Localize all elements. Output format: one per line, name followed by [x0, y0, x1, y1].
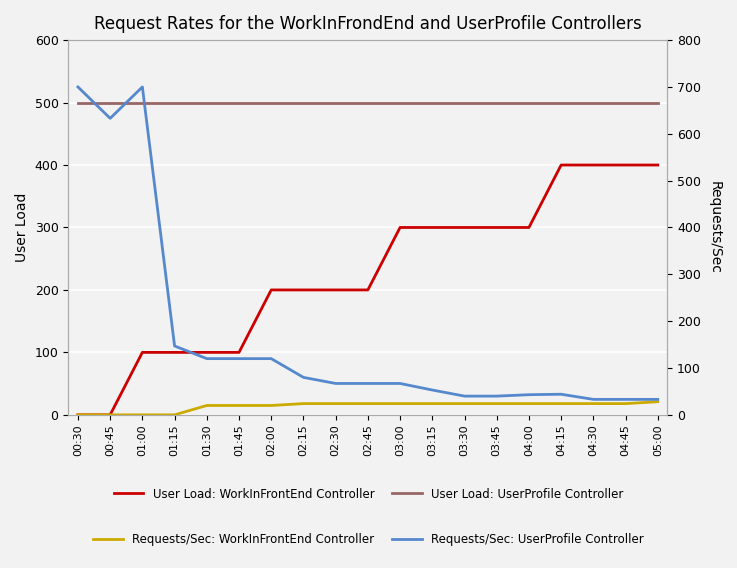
- User Load: UserProfile Controller: (2, 500): UserProfile Controller: (2, 500): [138, 99, 147, 106]
- User Load: WorkInFrontEnd Controller: (16, 400): WorkInFrontEnd Controller: (16, 400): [589, 162, 598, 169]
- User Load: WorkInFrontEnd Controller: (7, 200): WorkInFrontEnd Controller: (7, 200): [299, 286, 308, 293]
- Requests/Sec: WorkInFrontEnd Controller: (18, 28): WorkInFrontEnd Controller: (18, 28): [654, 398, 663, 405]
- Requests/Sec: UserProfile Controller: (4, 120): UserProfile Controller: (4, 120): [203, 355, 212, 362]
- User Load: UserProfile Controller: (9, 500): UserProfile Controller: (9, 500): [363, 99, 372, 106]
- Legend: Requests/Sec: WorkInFrontEnd Controller, Requests/Sec: UserProfile Controller: Requests/Sec: WorkInFrontEnd Controller,…: [88, 528, 649, 551]
- User Load: UserProfile Controller: (13, 500): UserProfile Controller: (13, 500): [492, 99, 501, 106]
- Requests/Sec: UserProfile Controller: (15, 44): UserProfile Controller: (15, 44): [556, 391, 565, 398]
- Requests/Sec: WorkInFrontEnd Controller: (7, 24): WorkInFrontEnd Controller: (7, 24): [299, 400, 308, 407]
- User Load: UserProfile Controller: (15, 500): UserProfile Controller: (15, 500): [556, 99, 565, 106]
- User Load: UserProfile Controller: (17, 500): UserProfile Controller: (17, 500): [621, 99, 630, 106]
- Requests/Sec: UserProfile Controller: (8, 67): UserProfile Controller: (8, 67): [331, 380, 340, 387]
- Requests/Sec: WorkInFrontEnd Controller: (0, 0): WorkInFrontEnd Controller: (0, 0): [74, 411, 83, 418]
- User Load: UserProfile Controller: (1, 500): UserProfile Controller: (1, 500): [105, 99, 114, 106]
- Y-axis label: User Load: User Load: [15, 193, 29, 262]
- Requests/Sec: WorkInFrontEnd Controller: (12, 24): WorkInFrontEnd Controller: (12, 24): [460, 400, 469, 407]
- Y-axis label: Requests/Sec: Requests/Sec: [708, 181, 722, 274]
- Title: Request Rates for the WorkInFrondEnd and UserProfile Controllers: Request Rates for the WorkInFrondEnd and…: [94, 15, 642, 33]
- Requests/Sec: WorkInFrontEnd Controller: (8, 24): WorkInFrontEnd Controller: (8, 24): [331, 400, 340, 407]
- Requests/Sec: WorkInFrontEnd Controller: (6, 20): WorkInFrontEnd Controller: (6, 20): [267, 402, 276, 409]
- Requests/Sec: UserProfile Controller: (6, 120): UserProfile Controller: (6, 120): [267, 355, 276, 362]
- Legend: User Load: WorkInFrontEnd Controller, User Load: UserProfile Controller: User Load: WorkInFrontEnd Controller, Us…: [109, 483, 628, 506]
- Line: Requests/Sec: WorkInFrontEnd Controller: Requests/Sec: WorkInFrontEnd Controller: [78, 402, 658, 415]
- User Load: WorkInFrontEnd Controller: (4, 100): WorkInFrontEnd Controller: (4, 100): [203, 349, 212, 356]
- User Load: WorkInFrontEnd Controller: (1, 0): WorkInFrontEnd Controller: (1, 0): [105, 411, 114, 418]
- User Load: WorkInFrontEnd Controller: (14, 300): WorkInFrontEnd Controller: (14, 300): [525, 224, 534, 231]
- User Load: WorkInFrontEnd Controller: (18, 400): WorkInFrontEnd Controller: (18, 400): [654, 162, 663, 169]
- Requests/Sec: WorkInFrontEnd Controller: (2, 0): WorkInFrontEnd Controller: (2, 0): [138, 411, 147, 418]
- User Load: UserProfile Controller: (5, 500): UserProfile Controller: (5, 500): [234, 99, 243, 106]
- Requests/Sec: UserProfile Controller: (13, 40): UserProfile Controller: (13, 40): [492, 392, 501, 399]
- Requests/Sec: WorkInFrontEnd Controller: (13, 24): WorkInFrontEnd Controller: (13, 24): [492, 400, 501, 407]
- User Load: UserProfile Controller: (16, 500): UserProfile Controller: (16, 500): [589, 99, 598, 106]
- User Load: UserProfile Controller: (3, 500): UserProfile Controller: (3, 500): [170, 99, 179, 106]
- User Load: UserProfile Controller: (0, 500): UserProfile Controller: (0, 500): [74, 99, 83, 106]
- User Load: WorkInFrontEnd Controller: (15, 400): WorkInFrontEnd Controller: (15, 400): [556, 162, 565, 169]
- User Load: UserProfile Controller: (10, 500): UserProfile Controller: (10, 500): [396, 99, 405, 106]
- User Load: WorkInFrontEnd Controller: (5, 100): WorkInFrontEnd Controller: (5, 100): [234, 349, 243, 356]
- Requests/Sec: UserProfile Controller: (14, 43): UserProfile Controller: (14, 43): [525, 391, 534, 398]
- Requests/Sec: UserProfile Controller: (1, 633): UserProfile Controller: (1, 633): [105, 115, 114, 122]
- Requests/Sec: UserProfile Controller: (0, 700): UserProfile Controller: (0, 700): [74, 83, 83, 90]
- User Load: UserProfile Controller: (4, 500): UserProfile Controller: (4, 500): [203, 99, 212, 106]
- User Load: WorkInFrontEnd Controller: (6, 200): WorkInFrontEnd Controller: (6, 200): [267, 286, 276, 293]
- Requests/Sec: WorkInFrontEnd Controller: (9, 24): WorkInFrontEnd Controller: (9, 24): [363, 400, 372, 407]
- Requests/Sec: UserProfile Controller: (2, 700): UserProfile Controller: (2, 700): [138, 83, 147, 90]
- User Load: UserProfile Controller: (6, 500): UserProfile Controller: (6, 500): [267, 99, 276, 106]
- Requests/Sec: WorkInFrontEnd Controller: (15, 24): WorkInFrontEnd Controller: (15, 24): [556, 400, 565, 407]
- User Load: WorkInFrontEnd Controller: (2, 100): WorkInFrontEnd Controller: (2, 100): [138, 349, 147, 356]
- User Load: UserProfile Controller: (7, 500): UserProfile Controller: (7, 500): [299, 99, 308, 106]
- Requests/Sec: UserProfile Controller: (3, 147): UserProfile Controller: (3, 147): [170, 343, 179, 349]
- Requests/Sec: WorkInFrontEnd Controller: (11, 24): WorkInFrontEnd Controller: (11, 24): [428, 400, 437, 407]
- User Load: WorkInFrontEnd Controller: (9, 200): WorkInFrontEnd Controller: (9, 200): [363, 286, 372, 293]
- Line: User Load: WorkInFrontEnd Controller: User Load: WorkInFrontEnd Controller: [78, 165, 658, 415]
- User Load: UserProfile Controller: (8, 500): UserProfile Controller: (8, 500): [331, 99, 340, 106]
- User Load: UserProfile Controller: (12, 500): UserProfile Controller: (12, 500): [460, 99, 469, 106]
- User Load: WorkInFrontEnd Controller: (8, 200): WorkInFrontEnd Controller: (8, 200): [331, 286, 340, 293]
- User Load: WorkInFrontEnd Controller: (13, 300): WorkInFrontEnd Controller: (13, 300): [492, 224, 501, 231]
- Requests/Sec: WorkInFrontEnd Controller: (14, 24): WorkInFrontEnd Controller: (14, 24): [525, 400, 534, 407]
- User Load: WorkInFrontEnd Controller: (0, 0): WorkInFrontEnd Controller: (0, 0): [74, 411, 83, 418]
- Requests/Sec: UserProfile Controller: (11, 53): UserProfile Controller: (11, 53): [428, 387, 437, 394]
- Requests/Sec: WorkInFrontEnd Controller: (3, 0): WorkInFrontEnd Controller: (3, 0): [170, 411, 179, 418]
- Requests/Sec: WorkInFrontEnd Controller: (5, 20): WorkInFrontEnd Controller: (5, 20): [234, 402, 243, 409]
- User Load: WorkInFrontEnd Controller: (10, 300): WorkInFrontEnd Controller: (10, 300): [396, 224, 405, 231]
- User Load: UserProfile Controller: (18, 500): UserProfile Controller: (18, 500): [654, 99, 663, 106]
- Requests/Sec: UserProfile Controller: (17, 33): UserProfile Controller: (17, 33): [621, 396, 630, 403]
- Requests/Sec: UserProfile Controller: (7, 80): UserProfile Controller: (7, 80): [299, 374, 308, 381]
- Requests/Sec: WorkInFrontEnd Controller: (1, 0): WorkInFrontEnd Controller: (1, 0): [105, 411, 114, 418]
- Requests/Sec: UserProfile Controller: (9, 67): UserProfile Controller: (9, 67): [363, 380, 372, 387]
- Requests/Sec: UserProfile Controller: (5, 120): UserProfile Controller: (5, 120): [234, 355, 243, 362]
- Requests/Sec: WorkInFrontEnd Controller: (17, 24): WorkInFrontEnd Controller: (17, 24): [621, 400, 630, 407]
- Requests/Sec: WorkInFrontEnd Controller: (16, 24): WorkInFrontEnd Controller: (16, 24): [589, 400, 598, 407]
- User Load: WorkInFrontEnd Controller: (17, 400): WorkInFrontEnd Controller: (17, 400): [621, 162, 630, 169]
- Line: Requests/Sec: UserProfile Controller: Requests/Sec: UserProfile Controller: [78, 87, 658, 399]
- Requests/Sec: WorkInFrontEnd Controller: (10, 24): WorkInFrontEnd Controller: (10, 24): [396, 400, 405, 407]
- User Load: UserProfile Controller: (14, 500): UserProfile Controller: (14, 500): [525, 99, 534, 106]
- User Load: WorkInFrontEnd Controller: (12, 300): WorkInFrontEnd Controller: (12, 300): [460, 224, 469, 231]
- User Load: UserProfile Controller: (11, 500): UserProfile Controller: (11, 500): [428, 99, 437, 106]
- User Load: WorkInFrontEnd Controller: (3, 100): WorkInFrontEnd Controller: (3, 100): [170, 349, 179, 356]
- Requests/Sec: UserProfile Controller: (12, 40): UserProfile Controller: (12, 40): [460, 392, 469, 399]
- Requests/Sec: UserProfile Controller: (18, 33): UserProfile Controller: (18, 33): [654, 396, 663, 403]
- Requests/Sec: UserProfile Controller: (10, 67): UserProfile Controller: (10, 67): [396, 380, 405, 387]
- User Load: WorkInFrontEnd Controller: (11, 300): WorkInFrontEnd Controller: (11, 300): [428, 224, 437, 231]
- Requests/Sec: UserProfile Controller: (16, 33): UserProfile Controller: (16, 33): [589, 396, 598, 403]
- Requests/Sec: WorkInFrontEnd Controller: (4, 20): WorkInFrontEnd Controller: (4, 20): [203, 402, 212, 409]
